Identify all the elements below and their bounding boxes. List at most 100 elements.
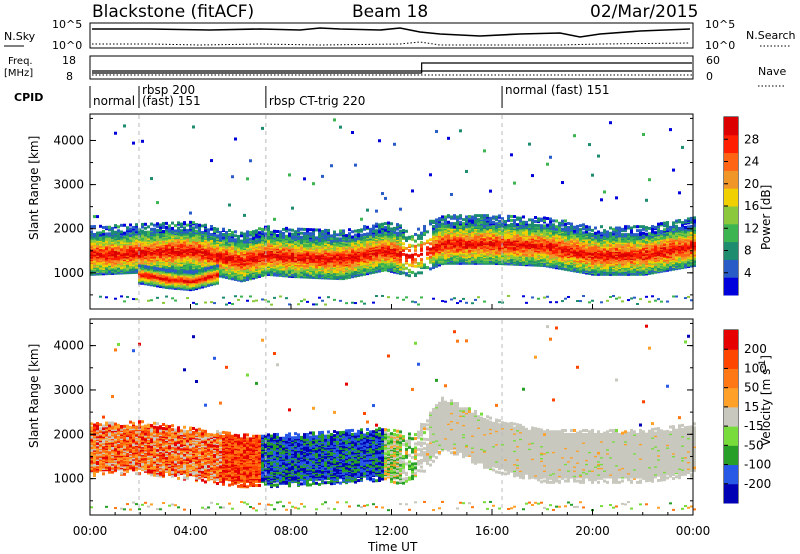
power-cell <box>417 254 420 258</box>
power-cell <box>423 242 426 246</box>
power-cell <box>225 230 228 234</box>
power-cell <box>450 215 453 219</box>
power-cell <box>246 230 249 234</box>
power-cell <box>396 227 399 231</box>
power-cell <box>165 295 168 298</box>
power-cell <box>105 296 108 299</box>
power-cell <box>339 125 342 129</box>
power-cell <box>312 228 315 232</box>
power-cell <box>402 271 405 275</box>
power-cell <box>342 229 345 233</box>
power-cell <box>222 296 225 299</box>
power-cell <box>426 266 429 270</box>
power-cell <box>306 235 309 239</box>
power-cell <box>312 232 315 236</box>
power-cell <box>429 219 432 223</box>
power-cell <box>423 231 426 235</box>
power-cell <box>147 299 150 302</box>
power-cell <box>459 129 462 133</box>
power-cell <box>108 225 111 229</box>
power-cell <box>441 215 444 219</box>
power-cell <box>438 217 441 221</box>
power-cell <box>471 215 474 219</box>
power-cell <box>327 228 330 232</box>
power-cell <box>318 232 321 236</box>
power-cell <box>186 223 189 227</box>
power-cell <box>414 244 417 248</box>
power-cell <box>228 203 231 207</box>
nsearch-label: N.Search <box>746 29 796 42</box>
power-cell <box>267 300 270 303</box>
power-cell <box>141 264 144 268</box>
power-cell <box>90 230 93 234</box>
power-cell <box>333 230 336 234</box>
power-cell <box>417 243 420 247</box>
power-cell <box>396 224 399 228</box>
power-cell <box>156 228 159 232</box>
power-cell <box>162 301 165 304</box>
power-cell <box>120 295 123 298</box>
power-cell <box>285 297 288 300</box>
power-cell <box>123 231 126 235</box>
nsky-tick-high: 10^5 <box>52 18 82 31</box>
power-cell <box>303 231 306 235</box>
power-cell <box>258 231 261 235</box>
power-cell <box>405 272 408 276</box>
power-cell <box>237 298 240 301</box>
power-cell <box>186 228 189 232</box>
power-cell <box>483 214 486 218</box>
power-cell <box>174 229 177 233</box>
power-cell <box>420 263 423 267</box>
power-cell <box>231 230 234 234</box>
nsearch-tick-low: 10^0 <box>705 39 735 52</box>
power-cell <box>456 222 459 226</box>
power-cell <box>150 222 153 226</box>
power-cell <box>414 232 417 236</box>
power-cell <box>411 270 414 274</box>
power-cell <box>465 301 468 304</box>
power-cell <box>384 222 387 226</box>
power-cell <box>360 300 363 303</box>
power-cell <box>270 230 273 234</box>
power-cell <box>414 272 417 276</box>
power-cell <box>489 216 492 220</box>
power-cell <box>291 206 294 210</box>
power-cell <box>171 221 174 225</box>
power-cell <box>327 231 330 235</box>
power-cell <box>306 232 309 236</box>
power-cell <box>135 223 138 227</box>
power-cell <box>483 220 486 224</box>
power-cell <box>303 235 306 239</box>
power-cell <box>186 270 189 274</box>
power-cell <box>318 235 321 239</box>
power-cell <box>330 237 333 241</box>
power-cell <box>399 229 402 233</box>
power-cell <box>99 295 102 298</box>
power-cell <box>216 227 219 231</box>
power-cell <box>150 299 153 302</box>
power-cell <box>441 218 444 222</box>
power-cell <box>120 230 123 234</box>
power-cell <box>456 215 459 219</box>
power-cell <box>90 225 93 229</box>
power-cell <box>210 159 213 163</box>
power-cell <box>201 224 204 228</box>
nsearch-line <box>92 41 691 46</box>
power-cell <box>402 246 405 250</box>
power-cell <box>402 233 405 237</box>
power-cell <box>204 231 207 235</box>
power-cell <box>225 303 228 306</box>
power-cell <box>216 264 219 268</box>
power-cell <box>192 125 195 129</box>
power-cell <box>210 232 213 236</box>
power-cell <box>453 214 456 218</box>
power-cell <box>294 235 297 239</box>
power-cell <box>195 269 198 273</box>
power-cell <box>261 230 264 234</box>
power-cell <box>294 230 297 234</box>
power-cell <box>192 229 195 233</box>
beam-label: Beam 18 <box>352 2 428 22</box>
power-cell <box>435 218 438 222</box>
